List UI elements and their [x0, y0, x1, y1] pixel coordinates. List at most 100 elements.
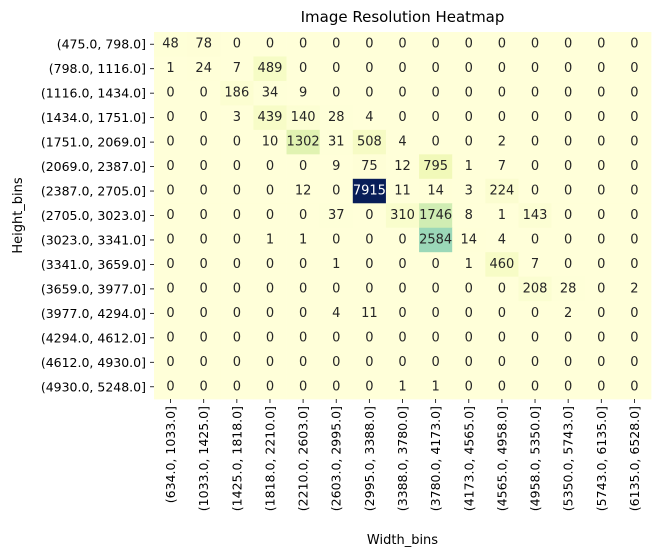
y-tick-label: (2069.0, 2387.0]: [41, 159, 146, 174]
cell-value-label: 7915: [353, 184, 386, 199]
cell-value-label: 0: [398, 110, 406, 125]
heatmap-cell: [551, 252, 586, 278]
y-axis-ticks: (475.0, 798.0] (798.0, 1116.0] (1116.0, 14…: [41, 37, 154, 394]
heatmap-cell: [617, 32, 652, 57]
cell-value-label: 1: [332, 257, 340, 272]
heatmap-cell: [253, 276, 287, 302]
heatmap-cell: [518, 252, 552, 278]
heatmap-cell: [286, 350, 321, 375]
cell-value-label: 0: [465, 135, 473, 150]
heatmap-cell: [419, 203, 453, 229]
cell-value-label: 0: [597, 110, 605, 125]
x-tick-label: (1033.0, 1425.0]: [196, 406, 211, 511]
heatmap-cell: [286, 32, 321, 57]
cell-value-label: 0: [531, 306, 539, 321]
cell-value-label: 0: [332, 330, 340, 345]
heatmap-cell: [551, 129, 586, 155]
heatmap-cell: [584, 154, 619, 180]
cell-value-label: 75: [361, 159, 378, 174]
x-tick-label: (2210.0, 2603.0]: [296, 406, 311, 511]
cell-value-label: 0: [266, 37, 274, 52]
x-tick-label: (4173.0, 4565.0]: [461, 406, 476, 511]
cell-value-label: 0: [465, 306, 473, 321]
cell-value-label: 0: [431, 306, 439, 321]
cell-value-label: 0: [531, 37, 539, 52]
cell-value-label: 0: [233, 257, 241, 272]
heatmap-cell: [319, 32, 354, 57]
heatmap-cell: [253, 301, 287, 326]
heatmap-cell: [385, 80, 420, 106]
cell-value-label: 0: [630, 159, 638, 174]
x-tick-label: (3780.0, 4173.0]: [428, 406, 443, 511]
cell-value-label: 0: [299, 257, 307, 272]
heatmap-cell: [617, 178, 652, 204]
cell-value-label: 0: [233, 355, 241, 370]
cell-value-label: 11: [394, 184, 411, 199]
cell-value-label: 0: [166, 208, 174, 223]
heatmap-cell: [220, 301, 254, 326]
cell-value-label: 0: [564, 355, 572, 370]
cell-value-label: 0: [166, 135, 174, 150]
heatmap-cell: [154, 325, 188, 351]
heatmap-cell: [253, 154, 287, 180]
heatmap-cell: [617, 105, 652, 131]
cell-value-label: 1: [498, 208, 506, 223]
heatmap-cell: [452, 276, 486, 302]
heatmap-cell: [154, 56, 188, 82]
cell-value-label: 0: [166, 355, 174, 370]
heatmap-cell: [385, 154, 420, 180]
heatmap-cell: [419, 178, 453, 204]
heatmap-cell: [551, 374, 586, 400]
heatmap-cell: [452, 32, 486, 57]
cell-value-label: 7: [498, 159, 506, 174]
heatmap-cell: [485, 301, 519, 326]
cell-value-label: 0: [166, 330, 174, 345]
heatmap-cell: [352, 301, 387, 326]
cell-value-label: 0: [465, 281, 473, 296]
cell-value-label: 0: [200, 257, 208, 272]
cell-value-label: 0: [365, 86, 373, 101]
heatmap-cell: [518, 56, 552, 82]
heatmap-cell: [385, 301, 420, 326]
cell-value-label: 0: [166, 184, 174, 199]
cell-value-label: 0: [299, 281, 307, 296]
heatmap-cell: [154, 105, 188, 131]
heatmap-cell: [319, 178, 354, 204]
cell-value-label: 4: [365, 110, 373, 125]
heatmap-cell: [419, 56, 453, 82]
heatmap-cell: [485, 105, 519, 131]
heatmap-cell: [286, 227, 321, 253]
heatmap-cell: [419, 129, 453, 155]
heatmap-cell: [352, 80, 387, 106]
cell-value-label: 0: [531, 355, 539, 370]
cell-value-label: 0: [200, 159, 208, 174]
cell-value-label: 0: [431, 135, 439, 150]
heatmap-cell: [187, 80, 221, 106]
cell-value-label: 0: [233, 37, 241, 52]
cell-value-label: 0: [465, 355, 473, 370]
heatmap-cell: [518, 129, 552, 155]
cell-value-label: 0: [365, 61, 373, 76]
heatmap-cell: [319, 129, 354, 155]
cell-value-label: 0: [531, 61, 539, 76]
cell-value-label: 0: [365, 281, 373, 296]
cell-value-label: 1: [299, 232, 307, 247]
cell-value-label: 0: [200, 208, 208, 223]
heatmap-cell: [452, 374, 486, 400]
cell-value-label: 0: [630, 257, 638, 272]
heatmap-cell: [617, 227, 652, 253]
cell-value-label: 0: [630, 135, 638, 150]
cell-value-label: 0: [233, 281, 241, 296]
cell-value-label: 0: [332, 184, 340, 199]
cell-value-label: 0: [564, 232, 572, 247]
cell-value-label: 0: [498, 379, 506, 394]
heatmap-cell: [187, 374, 221, 400]
cell-value-label: 0: [332, 355, 340, 370]
cell-value-label: 0: [498, 355, 506, 370]
heatmap-cell: [584, 350, 619, 375]
x-tick-label: (5350.0, 5743.0]: [561, 406, 576, 511]
cell-value-label: 0: [531, 379, 539, 394]
cell-value-label: 0: [498, 61, 506, 76]
cell-value-label: 0: [365, 37, 373, 52]
cell-value-label: 9: [332, 159, 340, 174]
